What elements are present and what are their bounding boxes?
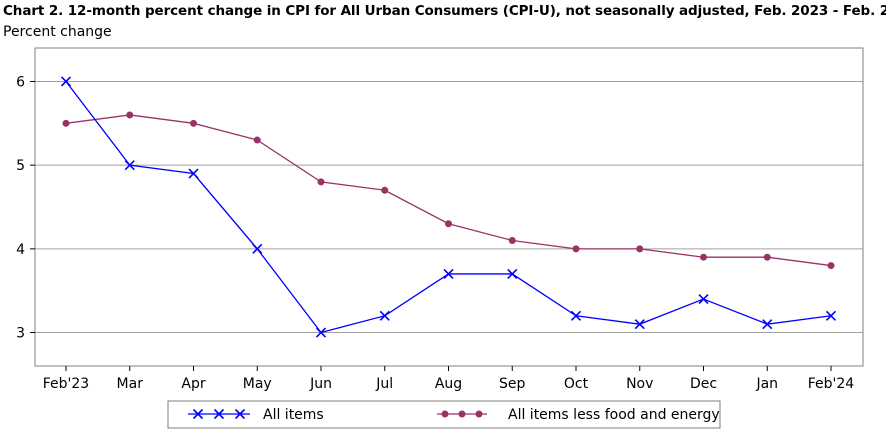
data-point <box>698 293 709 305</box>
y-tick-label: 4 <box>16 242 25 258</box>
data-point <box>62 119 70 127</box>
series-line <box>65 81 832 334</box>
series-all-items <box>60 76 837 338</box>
data-point <box>572 245 580 253</box>
data-point <box>315 327 327 338</box>
data-point <box>379 310 390 321</box>
data-point <box>124 160 135 171</box>
legend-marker <box>213 408 225 420</box>
x-tick-label: Jun <box>309 376 332 392</box>
x-tick-label: Feb'23 <box>43 376 89 392</box>
data-point <box>508 236 516 244</box>
legend-marker <box>475 410 483 418</box>
x-tick-label: Feb'24 <box>808 376 855 392</box>
legend-marker <box>458 410 466 418</box>
data-point <box>507 268 518 280</box>
data-point <box>634 319 645 330</box>
y-tick-label: 3 <box>16 326 25 342</box>
data-point <box>317 178 325 186</box>
data-point <box>700 253 707 261</box>
x-tick-label: Mar <box>117 376 144 392</box>
y-axis: 3 4 5 6 <box>16 74 35 342</box>
x-tick-label: May <box>243 376 272 392</box>
series-line <box>65 114 832 267</box>
legend-item: All items <box>188 407 324 423</box>
data-point <box>126 111 134 119</box>
legend-marker <box>192 408 204 420</box>
data-point <box>188 168 199 179</box>
x-tick-label: Apr <box>181 376 205 392</box>
data-point <box>60 76 72 87</box>
y-tick-label: 6 <box>16 74 25 90</box>
data-point <box>252 243 263 254</box>
x-tick-label: Oct <box>564 376 589 392</box>
data-point <box>570 310 582 321</box>
data-point <box>190 119 197 127</box>
y-axis-label: Percent change <box>3 24 112 40</box>
data-point <box>253 136 261 144</box>
x-tick-label: Dec <box>690 376 717 392</box>
data-point <box>445 220 452 228</box>
legend-marker <box>441 410 449 418</box>
plot-frame <box>34 47 864 367</box>
chart-title: Chart 2. 12-month percent change in CPI … <box>3 3 886 19</box>
data-point <box>825 310 837 321</box>
data-point <box>636 245 644 253</box>
data-point <box>763 253 771 261</box>
legend-box <box>167 400 721 429</box>
data-point <box>827 262 835 270</box>
series-layer <box>60 76 837 338</box>
data-point <box>443 268 454 280</box>
x-tick-label: Jan <box>755 376 778 392</box>
legend-label: All items <box>263 407 324 423</box>
series-all-items-less-food-and-energy <box>62 111 835 270</box>
x-tick-label: Jul <box>375 376 393 392</box>
y-tick-label: 5 <box>16 158 25 174</box>
x-tick-label: Nov <box>626 376 653 392</box>
legend-item: All items less food and energy <box>437 407 720 423</box>
x-tick-label: Aug <box>435 376 462 392</box>
legend: All items All items less food and energy <box>167 400 721 429</box>
data-point <box>381 186 389 194</box>
legend-marker <box>234 408 246 420</box>
x-axis: Feb'23 Mar Apr May Jun Jul Aug Sep Oct Nov Dec Jan F… <box>43 366 855 392</box>
grid-lines <box>35 80 863 334</box>
legend-label: All items less food and energy <box>508 407 720 423</box>
data-point <box>762 319 773 330</box>
x-tick-label: Sep <box>499 376 526 392</box>
